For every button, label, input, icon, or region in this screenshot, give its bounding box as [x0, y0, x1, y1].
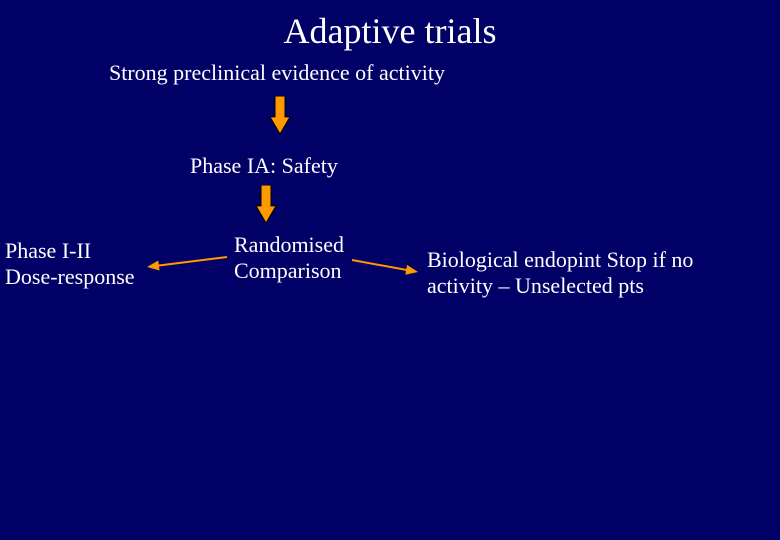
slide-title: Adaptive trials [0, 10, 780, 52]
text-phase-i-ii-2: Dose-response [5, 264, 135, 290]
text-preclinical: Strong preclinical evidence of activity [109, 60, 445, 86]
text-randomised-2: Comparison [234, 258, 342, 284]
slide: Adaptive trials Strong preclinical evide… [0, 0, 780, 540]
text-biological-2: activity – Unselected pts [427, 273, 644, 299]
text-phase-ia: Phase IA: Safety [190, 153, 338, 179]
text-randomised-1: Randomised [234, 232, 344, 258]
arrow-down-icon [270, 96, 290, 134]
text-biological-1: Biological endopint Stop if no [427, 247, 693, 273]
arrow-down-icon [256, 185, 276, 223]
text-phase-i-ii-1: Phase I-II [5, 238, 91, 264]
